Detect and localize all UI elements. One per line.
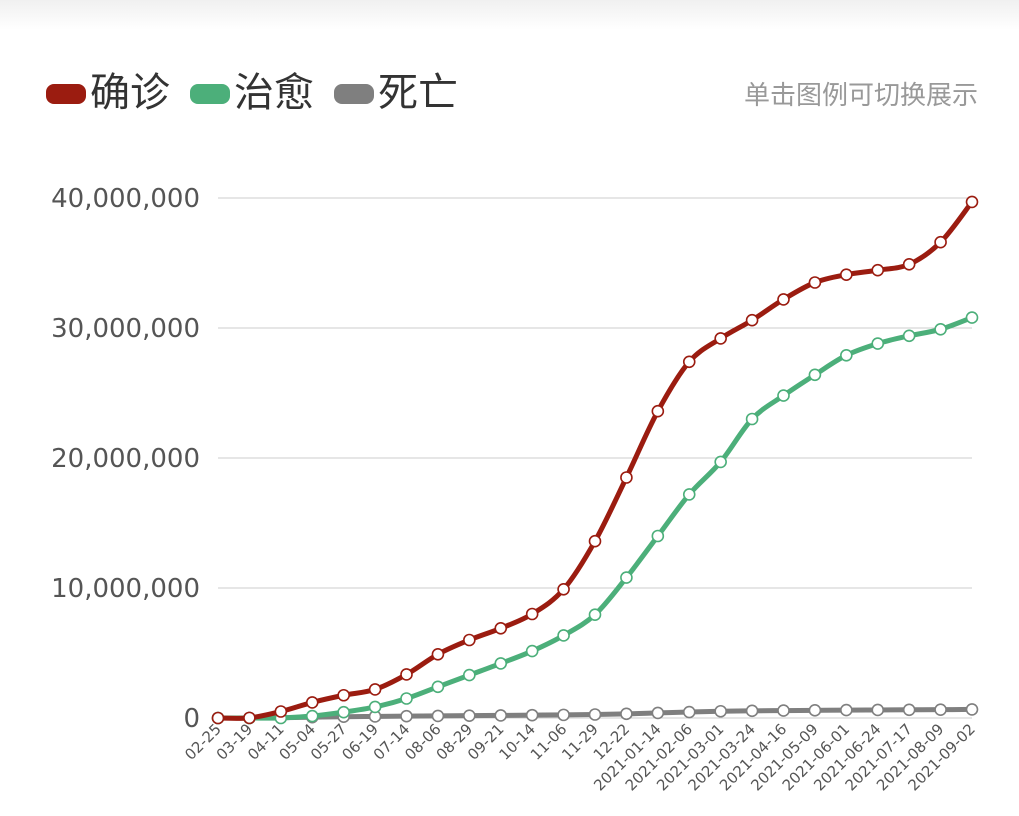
- data-point: [243, 711, 256, 725]
- y-tick-label: 40,000,000: [51, 184, 200, 214]
- data-point: [714, 704, 727, 718]
- data-point: [620, 707, 633, 721]
- legend: 确诊 治愈 死亡: [46, 70, 458, 116]
- y-tick-label: 20,000,000: [51, 444, 200, 474]
- data-point: [588, 534, 602, 548]
- data-point: [337, 705, 350, 719]
- legend-hint: 单击图例可切换展示: [744, 81, 978, 111]
- data-point: [777, 704, 790, 717]
- data-point: [620, 571, 633, 584]
- data-point: [745, 313, 759, 327]
- data-point: [682, 488, 696, 501]
- data-point: [745, 704, 759, 718]
- data-point: [463, 709, 476, 722]
- data-point: [714, 332, 727, 345]
- top-bar: [0, 0, 1019, 30]
- data-point: [400, 692, 413, 705]
- legend-item-0[interactable]: 确诊: [46, 70, 170, 116]
- series-1: [211, 311, 979, 725]
- legend-label: 确诊: [90, 70, 170, 116]
- series-line: [215, 315, 975, 721]
- data-point: [557, 629, 570, 642]
- data-point: [337, 688, 350, 702]
- y-axis: 0 10,000,000 20,000,000 30,000,000 40,000,00…: [51, 184, 200, 734]
- data-point: [840, 268, 853, 282]
- data-point: [965, 311, 979, 324]
- data-point: [965, 195, 979, 209]
- data-point: [871, 337, 885, 350]
- legend-item-2[interactable]: 死亡: [334, 70, 458, 116]
- data-point: [682, 705, 696, 719]
- series-0: [211, 195, 979, 725]
- data-point: [368, 683, 382, 696]
- grid-lines: [218, 197, 972, 719]
- data-point: [620, 471, 633, 484]
- data-point: [745, 412, 759, 426]
- data-point: [902, 257, 916, 271]
- data-point: [777, 389, 790, 402]
- data-point: [808, 368, 822, 382]
- data-point: [902, 329, 916, 343]
- data-point: [934, 235, 947, 249]
- data-point: [463, 633, 476, 647]
- y-tick-label: 10,000,000: [51, 574, 200, 604]
- data-point: [494, 657, 508, 670]
- data-point: [211, 711, 225, 725]
- data-point: [525, 708, 539, 722]
- legend-swatch: [334, 84, 374, 104]
- y-tick-label: 0: [183, 704, 200, 734]
- series-layer: [211, 195, 979, 725]
- data-point: [714, 455, 727, 469]
- data-point: [400, 709, 413, 723]
- data-point: [682, 355, 696, 369]
- data-point: [557, 582, 570, 596]
- data-point: [588, 708, 602, 721]
- data-point: [525, 644, 539, 658]
- data-point: [651, 706, 665, 720]
- data-point: [431, 680, 445, 694]
- data-point: [274, 705, 288, 718]
- data-point: [368, 700, 382, 714]
- data-point: [871, 263, 885, 277]
- data-point: [840, 703, 853, 717]
- data-point: [557, 708, 570, 722]
- data-point: [777, 293, 790, 306]
- legend-item-1[interactable]: 治愈: [190, 70, 314, 116]
- data-point: [525, 607, 539, 621]
- data-point: [840, 348, 853, 362]
- legend-swatch: [46, 84, 86, 104]
- legend-label: 死亡: [378, 70, 458, 116]
- legend-swatch: [190, 84, 230, 104]
- data-point: [431, 709, 445, 723]
- data-point: [808, 276, 822, 289]
- data-point: [965, 703, 979, 716]
- data-point: [902, 703, 916, 717]
- data-point: [463, 668, 476, 682]
- data-point: [871, 703, 885, 717]
- data-point: [588, 608, 602, 621]
- data-point: [934, 322, 947, 336]
- data-point: [494, 621, 508, 635]
- data-point: [305, 696, 319, 709]
- series-line: [215, 199, 975, 721]
- x-axis: 02-2503-1904-1105-0405-2706-1907-1408-06…: [181, 720, 979, 794]
- data-point: [808, 704, 822, 717]
- data-point: [494, 709, 508, 722]
- data-point: [305, 709, 319, 723]
- data-point: [651, 404, 665, 418]
- data-point: [651, 529, 665, 543]
- data-point: [431, 647, 445, 661]
- data-point: [934, 703, 947, 716]
- y-tick-label: 30,000,000: [51, 314, 200, 344]
- data-point: [400, 668, 413, 681]
- legend-label: 治愈: [234, 70, 314, 116]
